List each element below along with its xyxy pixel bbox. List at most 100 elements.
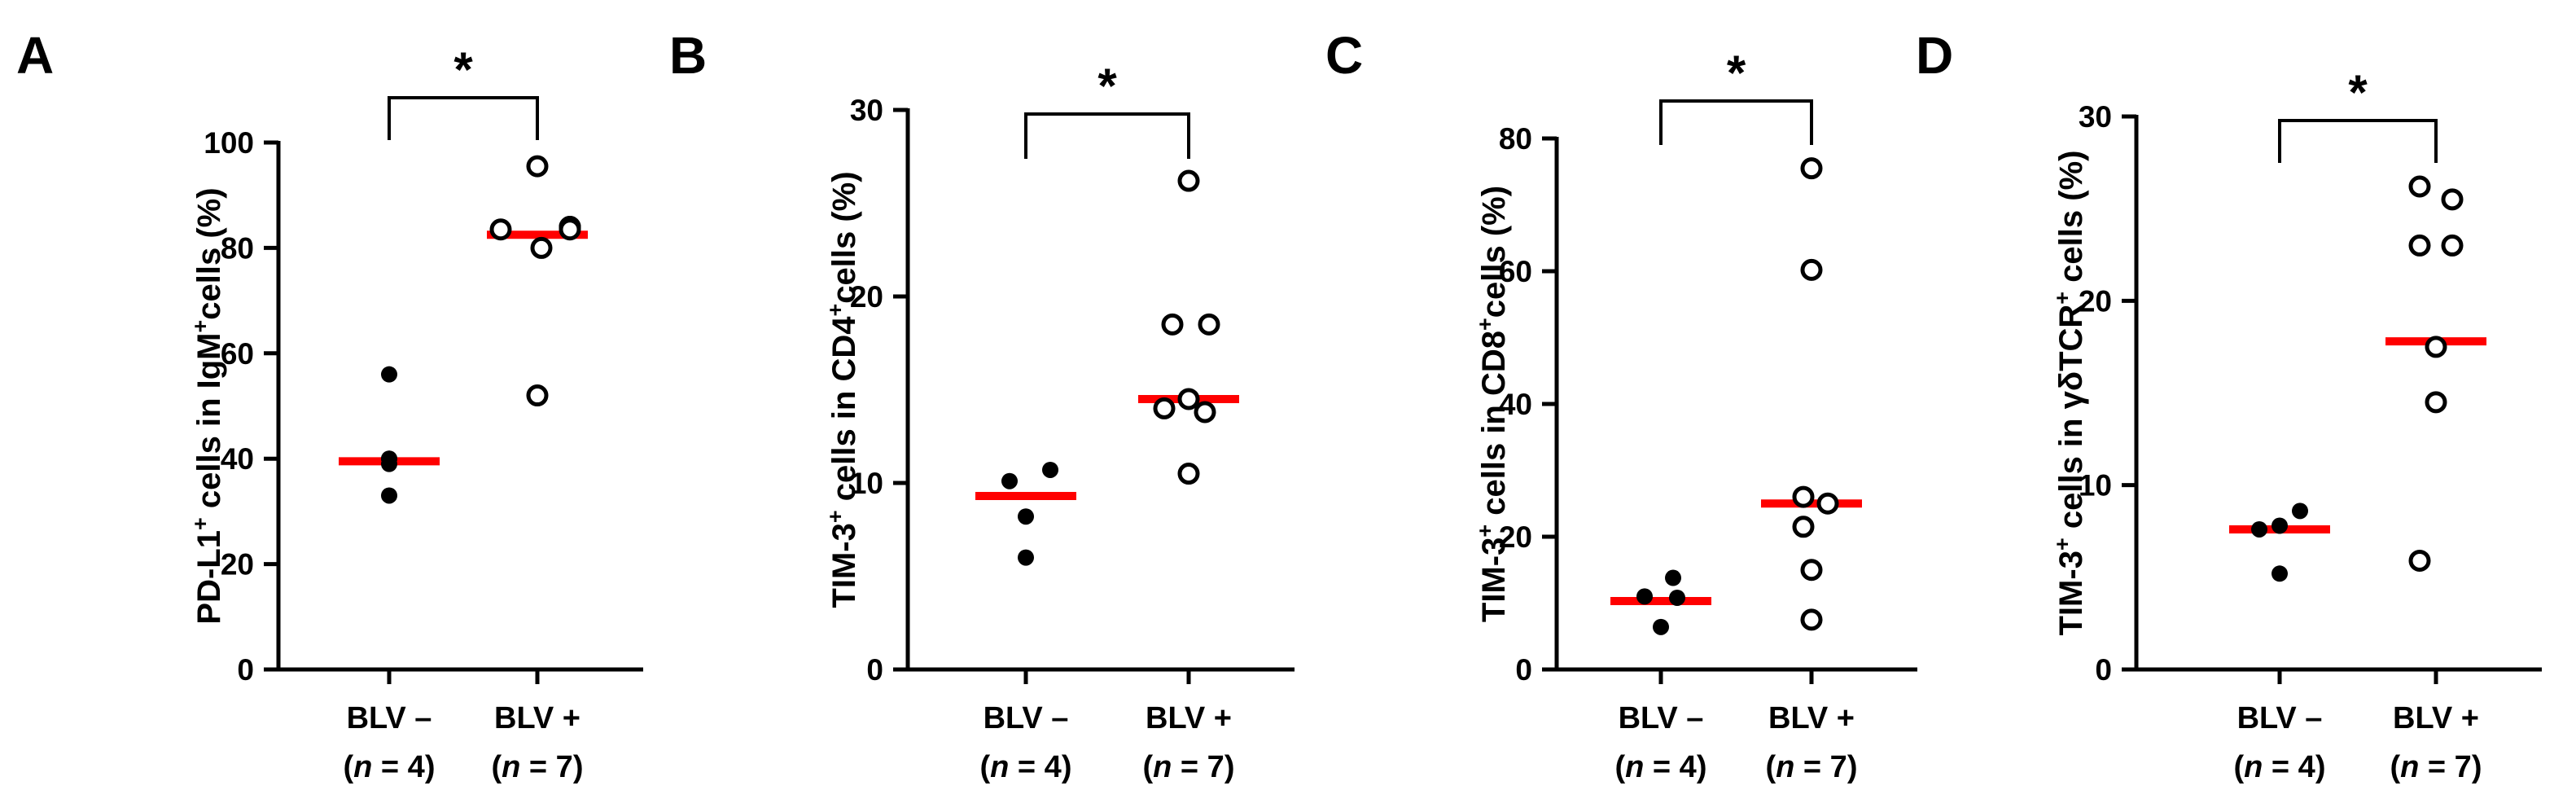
y-axis-label-A: PD-L1+ cells in IgM+cells (%) [188, 187, 227, 624]
data-point-A-blv-pos [489, 218, 512, 241]
y-axis-label-sup: + [823, 510, 848, 523]
data-point-D-blv-neg [2251, 520, 2267, 538]
x-category-label: BLV – [1619, 701, 1704, 735]
sample-size-part: n [990, 750, 1009, 784]
data-point-A-blv-neg [381, 487, 397, 504]
y-tick-label: 20 [1499, 520, 1532, 554]
data-point-D-blv-neg [2272, 565, 2288, 582]
sample-size-part: n [1153, 750, 1172, 784]
panel-label-B: B [669, 26, 707, 85]
data-point-B-blv-pos [1198, 313, 1220, 336]
data-point-C-blv-pos [1800, 559, 1823, 582]
sample-size-part: = 4) [372, 750, 435, 784]
sample-size-part: ( [2234, 750, 2245, 784]
x-sample-size-label: (n = 4) [344, 750, 436, 784]
data-point-A-blv-neg [381, 366, 397, 383]
panel-label-D: D [1916, 26, 1953, 85]
y-tick-label: 40 [221, 442, 254, 476]
significance-star-B: * [1097, 59, 1117, 113]
y-tick-label: 30 [850, 94, 883, 127]
data-point-D-blv-pos [2441, 234, 2464, 257]
y-tick-label: 60 [1499, 255, 1532, 288]
y-axis-label-part: cells (%) [1476, 186, 1512, 318]
y-tick-label: 20 [850, 280, 883, 314]
y-axis-label-C: TIM-3+ cells in CD8+cells (%) [1473, 186, 1512, 622]
significance-star-C: * [1727, 46, 1746, 100]
data-point-A-blv-neg [381, 455, 397, 472]
significance-star-D: * [2348, 65, 2368, 120]
data-point-B-blv-neg [1042, 461, 1058, 478]
data-point-A-blv-pos [526, 384, 549, 407]
data-point-B-blv-pos [1161, 313, 1184, 336]
sample-size-part: = 7) [1794, 750, 1857, 784]
data-point-B-blv-pos [1177, 463, 1200, 485]
data-point-B-blv-neg [1001, 472, 1018, 489]
y-axis-label-part: TIM-3 [826, 523, 862, 608]
data-point-C-blv-pos [1792, 485, 1815, 508]
sample-size-part: n [1776, 750, 1794, 784]
y-tick-label: 40 [1499, 388, 1532, 421]
y-axis-label-part: TIM-3 [1476, 538, 1512, 622]
panel-label-A: A [16, 26, 54, 85]
data-point-C-blv-neg [1653, 618, 1669, 635]
data-point-D-blv-pos [2425, 391, 2447, 414]
data-point-B-blv-pos [1177, 169, 1200, 192]
data-point-D-blv-pos [2408, 549, 2431, 572]
y-axis-label-sup: + [1473, 525, 1497, 538]
sample-size-part: ( [1143, 750, 1154, 784]
panel-label-C: C [1325, 26, 1363, 85]
sample-size-part: = 7) [2419, 750, 2482, 784]
sample-size-part: = 4) [1644, 750, 1706, 784]
x-sample-size-label: (n = 4) [1615, 750, 1707, 784]
x-sample-size-label: (n = 7) [492, 750, 584, 784]
sample-size-part: ( [2390, 750, 2401, 784]
y-tick-label: 60 [221, 337, 254, 371]
data-point-D-blv-neg [2272, 517, 2288, 534]
sample-size-part: = 7) [520, 750, 583, 784]
x-category-label: BLV – [984, 701, 1069, 735]
data-point-B-blv-neg [1018, 508, 1034, 525]
y-axis-label-part: cells in CD4 [826, 316, 862, 511]
x-sample-size-label: (n = 7) [1143, 750, 1235, 784]
data-point-B-blv-neg [1018, 549, 1034, 566]
y-tick-label: 0 [237, 653, 254, 687]
y-tick-label: 20 [221, 548, 254, 582]
sample-size-part: n [2244, 750, 2263, 784]
y-tick-label: 20 [2079, 284, 2112, 318]
x-category-label: BLV + [2393, 701, 2479, 735]
y-tick-label: 0 [866, 653, 883, 687]
sample-size-part: n [2400, 750, 2419, 784]
data-point-A-blv-pos [526, 155, 549, 178]
data-point-D-blv-pos [2425, 336, 2447, 358]
y-axis-label-B: TIM-3+ cells in CD4+cells (%) [823, 171, 862, 608]
data-point-C-blv-pos [1792, 516, 1815, 538]
data-point-C-blv-pos [1816, 492, 1839, 515]
sample-size-part: ( [344, 750, 354, 784]
sample-size-part: = 4) [1009, 750, 1071, 784]
data-point-A-blv-pos [530, 236, 553, 259]
data-point-D-blv-pos [2408, 175, 2431, 198]
sample-size-part: ( [492, 750, 502, 784]
data-point-D-blv-pos [2408, 234, 2431, 257]
x-category-label: BLV + [1768, 701, 1855, 735]
data-point-B-blv-pos [1153, 397, 1176, 419]
y-axis-label-part: cells in CD8 [1476, 331, 1512, 525]
sample-size-part: n [353, 750, 372, 784]
x-category-label: BLV + [494, 701, 580, 735]
x-category-label: BLV – [2237, 701, 2323, 735]
y-tick-label: 10 [2079, 469, 2112, 503]
x-sample-size-label: (n = 7) [2390, 750, 2482, 784]
y-tick-label: 10 [850, 467, 883, 500]
y-axis-label-part: PD-L1 [191, 530, 227, 625]
y-axis-label-sup: + [1473, 318, 1497, 331]
significance-bracket-B [1024, 112, 1190, 159]
sample-size-part: = 4) [2263, 750, 2325, 784]
x-sample-size-label: (n = 7) [1766, 750, 1858, 784]
significance-bracket-A [388, 96, 539, 140]
y-tick-label: 0 [2095, 653, 2112, 687]
data-point-A-blv-pos [559, 218, 581, 241]
significance-bracket-D [2278, 119, 2438, 163]
sample-size-part: n [502, 750, 520, 784]
y-axis-label-sup: + [2050, 292, 2074, 305]
